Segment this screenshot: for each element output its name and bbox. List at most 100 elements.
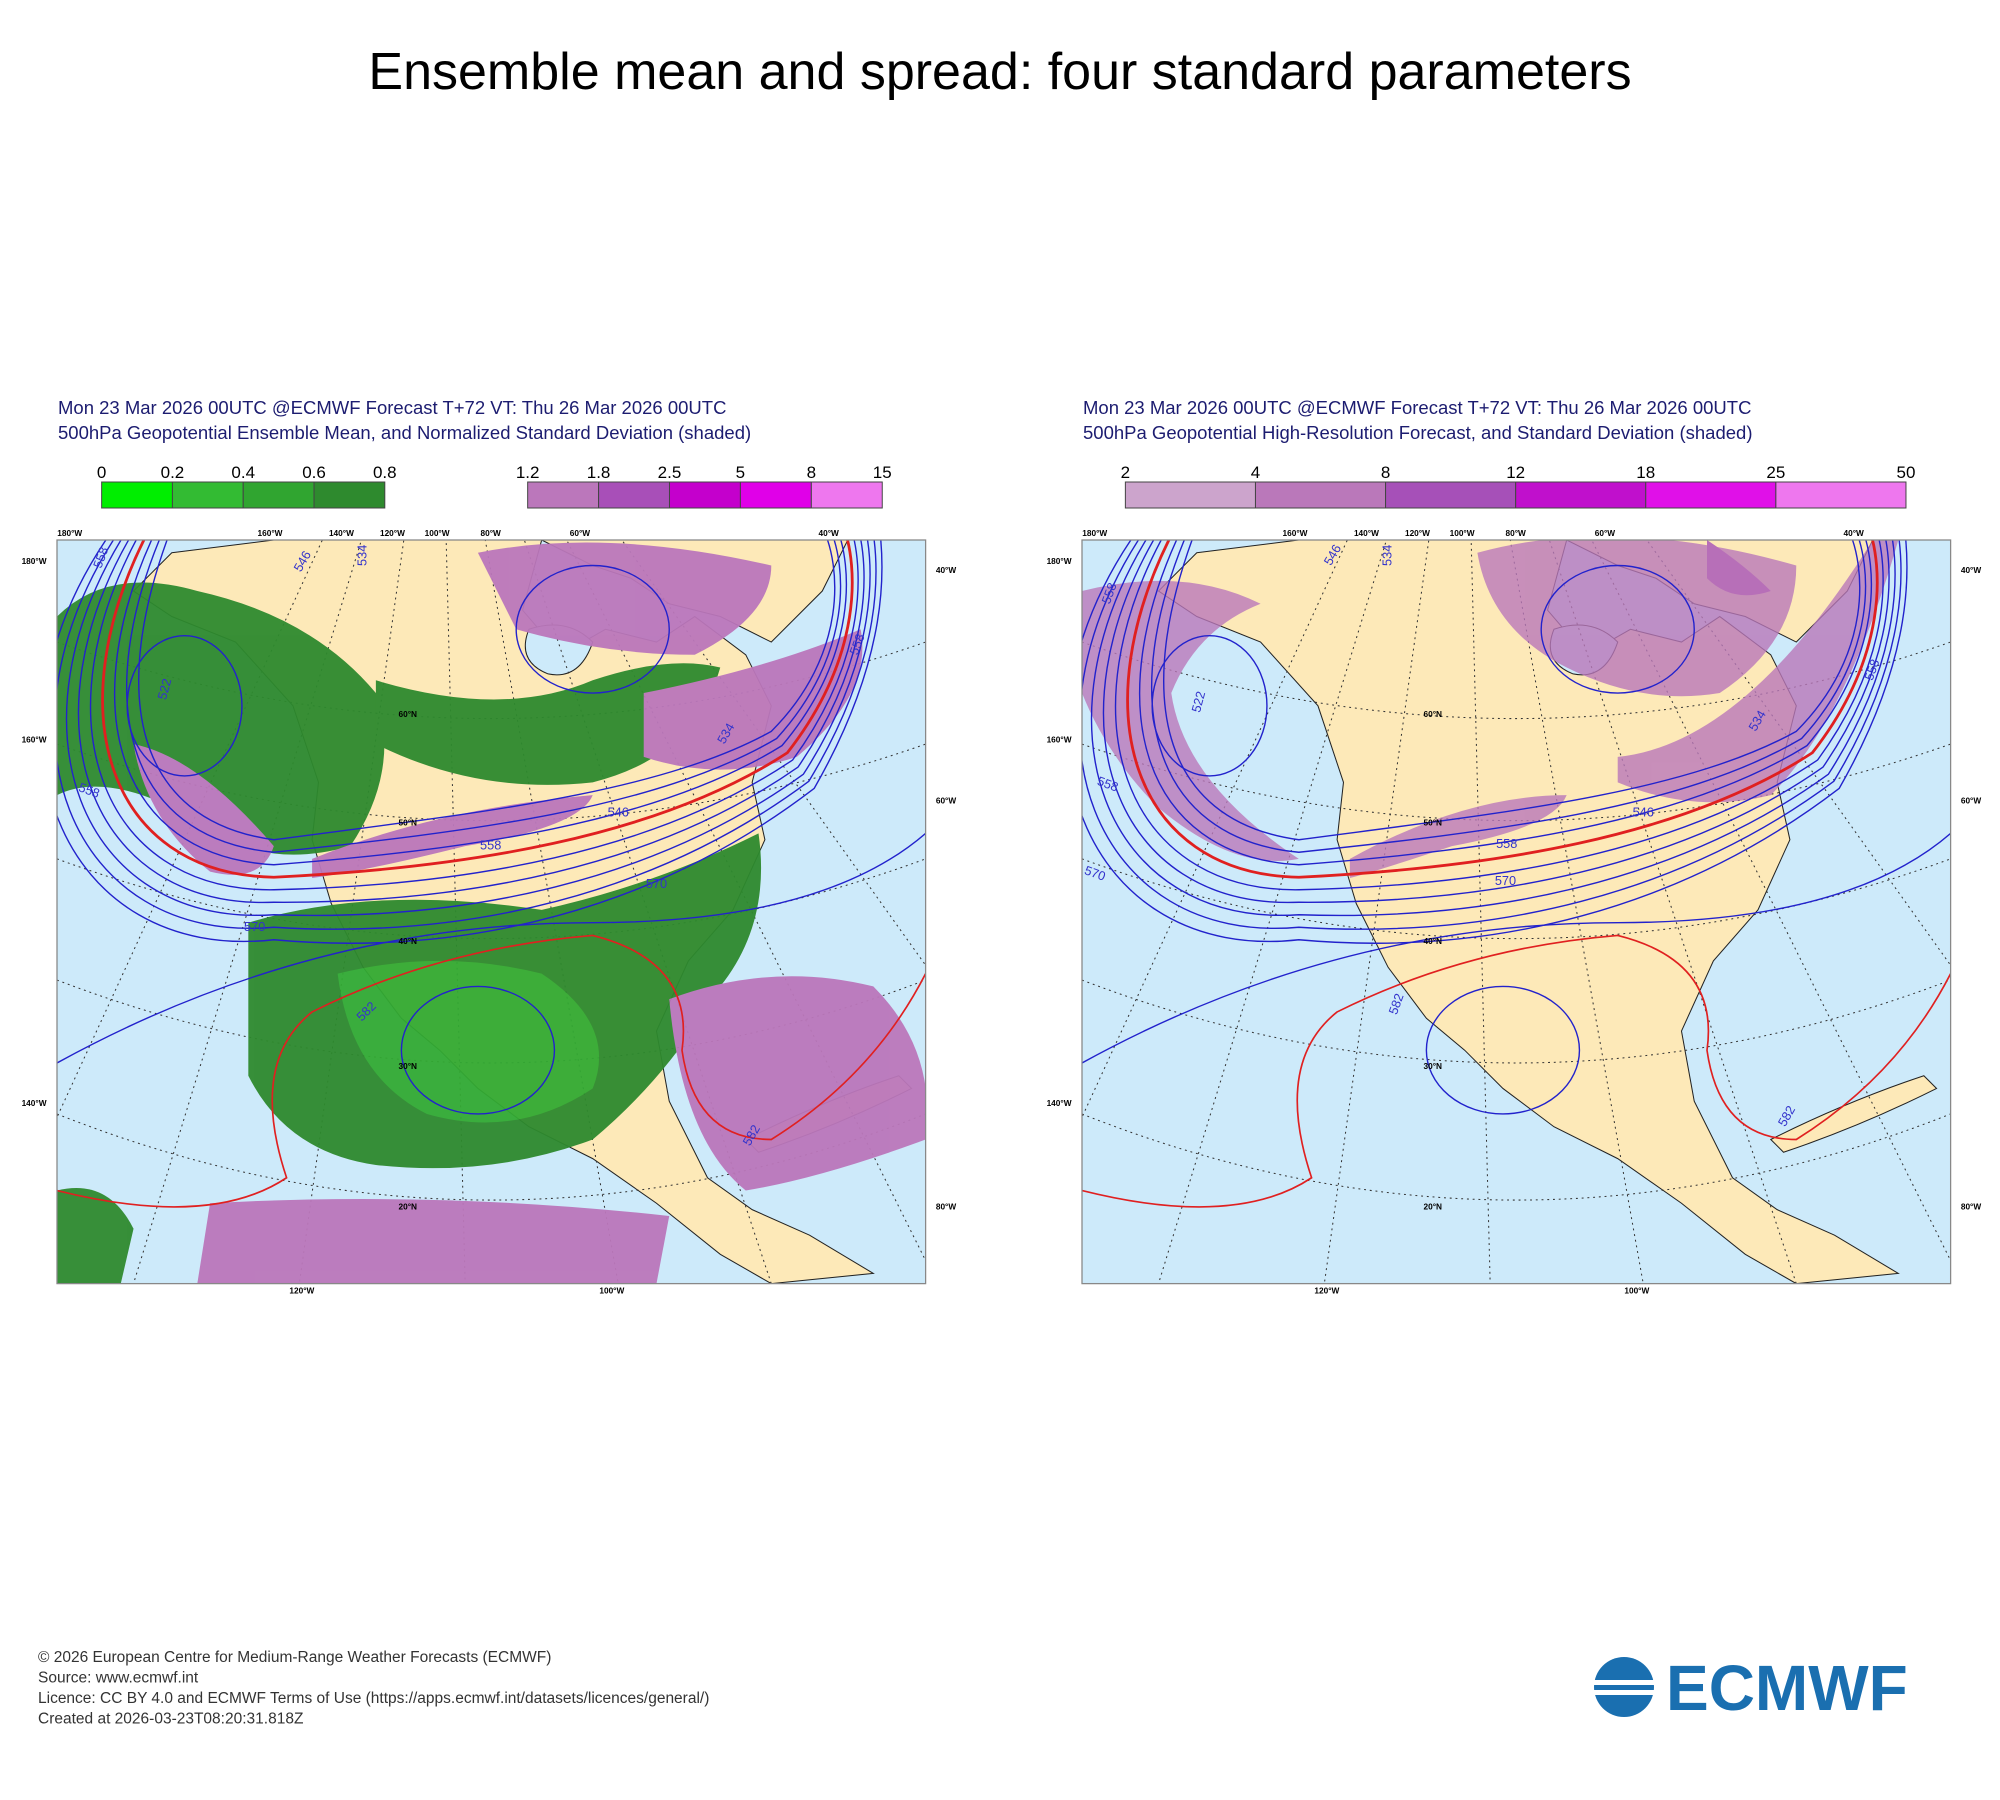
contour-line — [1082, 540, 1902, 930]
colorbar-label: 1.2 — [516, 463, 540, 482]
contour-label: 558 — [1861, 657, 1882, 682]
map-label: 60°W — [936, 796, 957, 806]
map-label: 100°W — [1624, 1285, 1649, 1295]
map-label: 140°W — [1047, 1098, 1072, 1108]
map-label: 80°W — [480, 528, 501, 538]
colorbar-box — [527, 481, 600, 509]
contour-line — [1163, 540, 1861, 841]
colorbar-label: 0 — [97, 463, 106, 482]
contour-line — [57, 540, 877, 930]
contour-label: 558 — [1496, 836, 1517, 851]
map-label: 160°W — [1283, 528, 1308, 538]
map-label: 80°W — [936, 1201, 957, 1211]
contours — [1082, 540, 1951, 1208]
colorbar-label: 15 — [873, 463, 892, 482]
contour-line — [77, 540, 865, 903]
footer-line: Source: www.ecmwf.int — [38, 1670, 199, 1687]
map-label: 180°W — [22, 556, 47, 566]
contour-line — [138, 540, 836, 841]
contour-line — [126, 634, 243, 777]
colorbar-box — [598, 481, 670, 509]
contour-line — [1082, 832, 1951, 1064]
panel-header: 500hPa Geopotential High-Resolution Fore… — [1083, 422, 1753, 443]
map-label: 120°W — [1314, 1285, 1339, 1295]
map-label: 80°W — [1961, 1201, 1982, 1211]
colorbar-label: 5 — [736, 463, 745, 482]
colorbar-label: 4 — [1251, 463, 1260, 482]
colorbar-box — [242, 481, 315, 509]
contour-label: 570 — [1083, 862, 1108, 883]
contour-line — [1082, 934, 1951, 1208]
map-label: 60°W — [1961, 796, 1982, 806]
contour-line — [1114, 540, 1884, 891]
colorbar-box — [171, 481, 244, 509]
footer-line: Licence: CC BY 4.0 and ECMWF Terms of Us… — [38, 1690, 709, 1707]
map-label: 120°W — [1405, 528, 1430, 538]
contour-label: 534 — [1379, 545, 1394, 566]
map-label: 100°W — [599, 1285, 624, 1295]
contour-label: 570 — [1495, 873, 1516, 888]
contour-label: 558 — [77, 780, 102, 801]
colorbar-label: 12 — [1506, 463, 1525, 482]
shading — [1082, 540, 1899, 879]
colorbar-box — [810, 481, 883, 509]
map-label: 120°W — [380, 528, 405, 538]
colorbar-box — [1645, 481, 1777, 509]
contour-line — [1126, 540, 1879, 879]
colorbar-label: 0.2 — [161, 463, 185, 482]
colorbar-box — [1775, 481, 1907, 509]
contour-line — [1138, 540, 1873, 866]
contour-label: 546 — [1633, 804, 1654, 819]
map-label: 40°W — [819, 528, 840, 538]
map-label: 60°W — [570, 528, 591, 538]
contours — [57, 540, 926, 1208]
contour-line — [400, 985, 556, 1115]
contour-label: 522 — [1188, 689, 1208, 713]
colorbar-label: 50 — [1897, 463, 1916, 482]
colorbar-box — [313, 481, 386, 509]
colorbar-label: 2.5 — [658, 463, 682, 482]
contour-label: 558 — [90, 545, 111, 570]
map-label: 20°N — [1424, 1201, 1443, 1211]
contour-label: 522 — [154, 677, 174, 701]
map-label: 40°W — [1844, 528, 1865, 538]
logo-mark — [1590, 1690, 1660, 1695]
logo-mark — [1594, 1657, 1654, 1717]
map-frame — [56, 539, 927, 1285]
map-label: 80°W — [1505, 528, 1526, 538]
colorbar-box — [668, 481, 741, 509]
contour-label: 546 — [608, 804, 629, 819]
map-label: 140°W — [1354, 528, 1379, 538]
map-label: 140°W — [329, 528, 354, 538]
logo-text: ECMWF — [1666, 1652, 1908, 1724]
contour-line — [1425, 985, 1581, 1115]
map-label: 160°W — [258, 528, 283, 538]
contour-label: 558 — [480, 837, 501, 852]
map-label: 50°N — [1424, 817, 1443, 827]
footer: © 2026 European Centre for Medium-Range … — [38, 1649, 709, 1728]
colorbar-box — [739, 481, 812, 509]
panel-header: 500hPa Geopotential Ensemble Mean, and N… — [58, 422, 751, 443]
colorbar-label: 18 — [1636, 463, 1655, 482]
colorbar-label: 0.6 — [302, 463, 326, 482]
map-label: 40°N — [1424, 936, 1443, 946]
map-field — [1082, 540, 1951, 1284]
map-label: 100°W — [425, 528, 450, 538]
contour-label: 570 — [646, 876, 667, 891]
map-frame — [1081, 539, 1952, 1285]
contour-label: 558 — [1095, 773, 1120, 794]
contour-line — [89, 540, 859, 891]
contour-line — [113, 540, 848, 866]
contour-line — [515, 564, 670, 694]
contour-label: 570 — [244, 919, 265, 934]
colorbar-label: 25 — [1766, 463, 1785, 482]
